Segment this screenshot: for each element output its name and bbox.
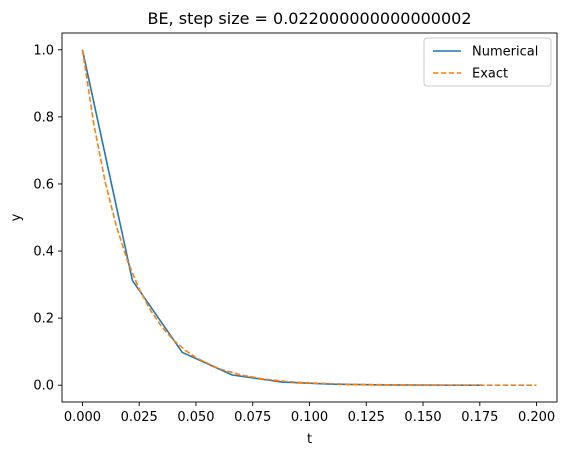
y-tick-label: 0.4: [33, 245, 54, 260]
legend-box: [423, 37, 552, 87]
x-tick-label: 0.150: [404, 410, 441, 425]
y-axis-label: y: [9, 213, 24, 221]
axes-frame: [61, 32, 558, 403]
legend: Numerical Exact: [423, 37, 552, 87]
y-tick-label: 0.2: [33, 312, 54, 327]
y-axis: 0.0 0.2 0.4 0.6 0.8 1.0: [33, 43, 62, 394]
x-tick-label: 0.100: [291, 410, 328, 425]
x-tick-label: 0.025: [121, 410, 158, 425]
x-axis-label: t: [307, 432, 312, 447]
x-tick-label: 0.200: [518, 410, 555, 425]
x-tick-label: 0.050: [177, 410, 214, 425]
chart-title: BE, step size = 0.022000000000000002: [147, 9, 471, 28]
x-tick-label: 0.125: [348, 410, 385, 425]
x-tick-label: 0.175: [461, 410, 498, 425]
y-tick-label: 0.0: [33, 379, 54, 394]
y-tick-label: 0.6: [33, 177, 54, 192]
legend-label-numerical: Numerical: [472, 45, 538, 60]
legend-label-exact: Exact: [472, 67, 508, 82]
x-tick-label: 0.000: [64, 410, 101, 425]
y-tick-label: 1.0: [33, 43, 54, 58]
series-line-numerical: [81, 49, 483, 386]
plot-area: [61, 32, 558, 403]
x-axis: 0.000 0.025 0.050 0.075 0.100 0.125 0.150 0.175…: [64, 402, 555, 425]
x-tick-label: 0.075: [234, 410, 271, 425]
y-tick-label: 0.8: [33, 110, 54, 125]
series-line-exact: [81, 49, 537, 387]
